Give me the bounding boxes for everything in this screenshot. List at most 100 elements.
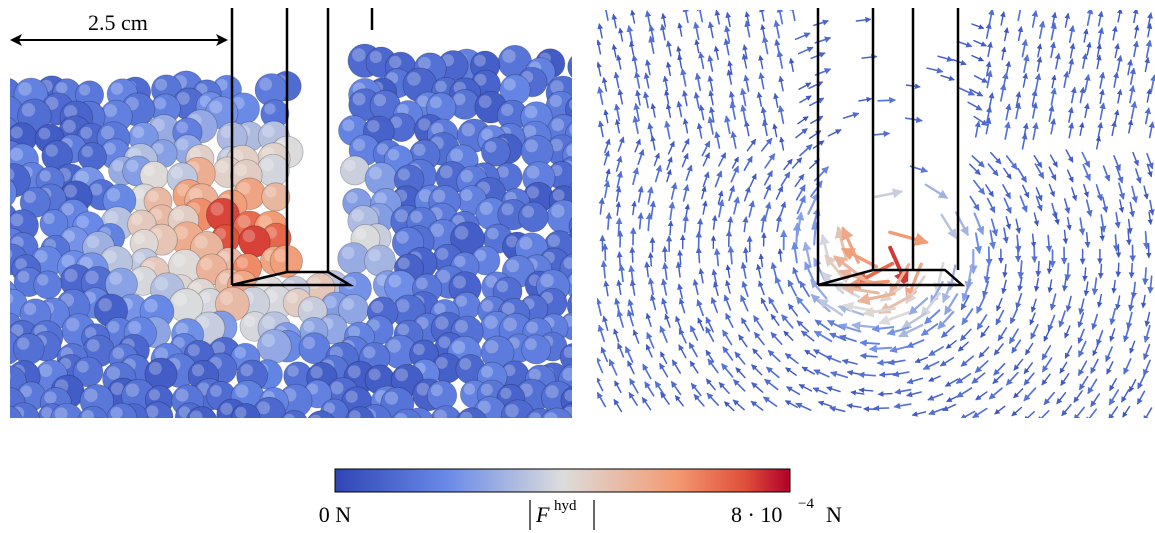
flow-arrow xyxy=(650,253,651,266)
flow-arrow xyxy=(819,402,832,406)
flow-arrow xyxy=(999,328,1007,340)
flow-arrow xyxy=(636,104,639,120)
particle-highlight xyxy=(237,257,248,268)
flow-arrow xyxy=(990,231,993,248)
flow-arrow xyxy=(762,25,764,37)
particle xyxy=(78,406,108,436)
flow-arrow xyxy=(981,326,989,337)
flow-arrow xyxy=(795,175,803,187)
flow-arrow xyxy=(1138,391,1145,403)
particle-highlight xyxy=(220,291,234,305)
particle-highlight xyxy=(482,300,494,312)
flow-arrow xyxy=(1036,74,1039,90)
flow-arrow xyxy=(764,397,777,406)
particle-highlight xyxy=(452,340,465,353)
particle-highlight xyxy=(435,316,448,329)
particle-highlight xyxy=(371,301,383,313)
flow-arrow xyxy=(616,73,619,88)
flow-arrow xyxy=(600,122,603,137)
particle-highlight xyxy=(529,412,541,424)
flow-arrow xyxy=(859,374,875,375)
flow-arrow xyxy=(663,280,666,295)
flow-arrow xyxy=(810,98,823,105)
particle-highlight xyxy=(126,435,139,448)
flow-arrow xyxy=(701,106,704,120)
particle-highlight xyxy=(352,209,364,221)
particle xyxy=(434,424,466,456)
particle-highlight xyxy=(396,231,409,244)
particle-highlight xyxy=(485,430,497,442)
flow-arrow xyxy=(957,374,970,383)
flow-arrow xyxy=(1146,232,1147,249)
flow-arrow xyxy=(727,13,730,26)
particle-highlight xyxy=(430,97,442,109)
particle-highlight xyxy=(144,299,158,313)
particle-highlight xyxy=(410,211,422,223)
flow-arrow xyxy=(652,136,655,149)
particle xyxy=(254,427,285,458)
flow-arrow xyxy=(651,202,653,217)
particle-highlight xyxy=(370,51,382,63)
flow-arrow xyxy=(796,224,797,246)
flow-arrow xyxy=(908,378,923,382)
flow-arrow xyxy=(1049,261,1050,273)
particle-highlight xyxy=(526,322,538,334)
flow-arrow xyxy=(1143,295,1145,307)
particle-highlight xyxy=(363,346,375,358)
flow-arrow xyxy=(690,362,697,373)
particle-highlight xyxy=(519,237,532,250)
particle-highlight xyxy=(342,119,354,131)
flow-arrow xyxy=(797,298,809,313)
flow-arrow xyxy=(1020,196,1026,211)
flow-arrow xyxy=(1040,22,1043,38)
flow-arrow xyxy=(684,91,687,105)
particle-highlight xyxy=(527,166,540,179)
flow-arrow xyxy=(645,93,648,108)
particle-highlight xyxy=(126,383,140,397)
particle-highlight xyxy=(241,364,253,376)
flow-arrow xyxy=(734,198,738,214)
particle-highlight xyxy=(149,389,160,400)
particle-highlight xyxy=(99,298,112,311)
flow-arrow xyxy=(598,41,601,54)
particle-highlight xyxy=(22,103,35,116)
flow-arrow xyxy=(1019,27,1022,40)
flow-arrow xyxy=(605,140,609,153)
particle xyxy=(232,403,260,431)
flow-arrow xyxy=(907,392,921,396)
flow-arrow xyxy=(605,245,606,261)
max-mantissa: 8 · 10 xyxy=(731,502,782,527)
flow-arrow xyxy=(800,385,812,391)
particle-highlight xyxy=(11,126,23,138)
particle-highlight xyxy=(480,202,493,215)
flow-arrow xyxy=(767,368,779,378)
flow-arrow xyxy=(1010,329,1018,343)
flow-arrow xyxy=(668,104,671,117)
particle-highlight xyxy=(151,430,162,441)
flow-arrow xyxy=(1052,76,1054,88)
flow-arrow xyxy=(1067,263,1068,279)
particle-highlight xyxy=(210,385,222,397)
particle-highlight xyxy=(407,429,420,442)
flow-arrow xyxy=(604,317,608,331)
particle xyxy=(0,430,24,462)
particle-highlight xyxy=(303,337,315,349)
particle-highlight xyxy=(374,94,386,106)
particle-highlight xyxy=(455,320,468,333)
flow-arrow xyxy=(628,361,634,373)
flow-arrow xyxy=(734,400,745,409)
flow-arrow xyxy=(1064,72,1067,87)
particle-highlight xyxy=(108,321,120,333)
flow-arrow xyxy=(1097,137,1099,149)
flow-arrow xyxy=(686,166,691,180)
flow-arrow xyxy=(618,311,623,327)
particle-highlight xyxy=(398,169,410,181)
flow-arrow xyxy=(706,351,713,362)
flow-arrow xyxy=(941,358,953,366)
flow-arrow xyxy=(828,130,840,136)
flow-arrow xyxy=(896,390,911,393)
flow-arrow xyxy=(780,203,784,216)
tool-outline-right xyxy=(818,8,962,285)
flow-arrow xyxy=(976,122,979,137)
flow-arrow xyxy=(762,139,772,151)
